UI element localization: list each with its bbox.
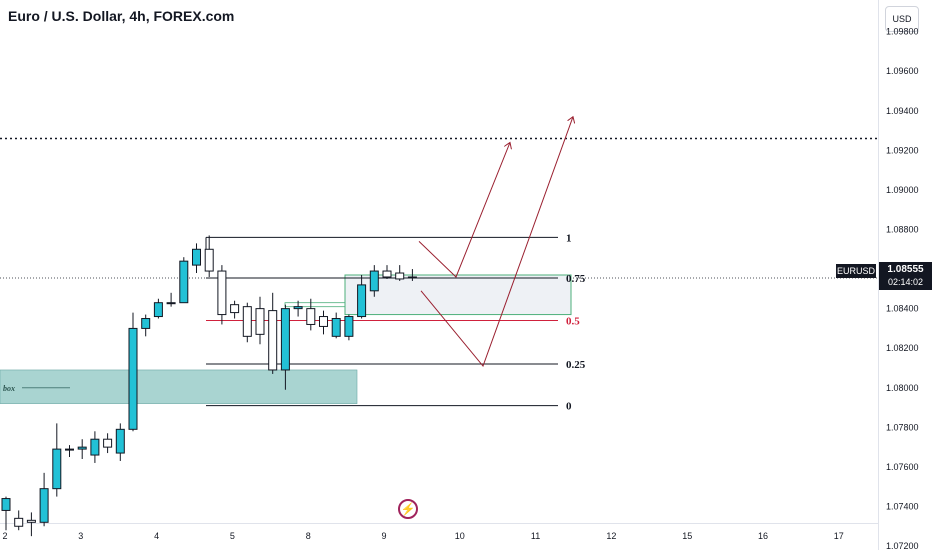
candle-body [280, 308, 290, 371]
lightning-bolt-icon[interactable]: ⚡ [398, 499, 418, 519]
candle-body [204, 248, 214, 272]
x-tick-label: 16 [758, 531, 768, 541]
candle-body [395, 272, 405, 280]
y-tick-label: 1.09600 [886, 66, 919, 76]
candle-body [103, 438, 113, 448]
candle-body [242, 306, 252, 337]
candle-body [293, 306, 303, 310]
y-tick-label: 1.07200 [886, 541, 919, 550]
bar-countdown: 02:14:02 [887, 277, 924, 287]
candle-body [192, 248, 201, 266]
x-tick-label: 3 [78, 531, 83, 541]
y-tick-label: 1.08400 [886, 304, 919, 314]
demand-zone-box[interactable] [344, 274, 572, 316]
fib-level-label: 0.5 [566, 316, 580, 328]
candle-body [344, 316, 354, 337]
y-tick-label: 1.08000 [886, 383, 919, 393]
currency-selector[interactable]: USD [885, 6, 919, 32]
y-tick-label: 1.07600 [886, 462, 919, 472]
chart-title: Euro / U.S. Dollar, 4h, FOREX.com [8, 8, 235, 24]
candle-body [357, 284, 367, 318]
zone-connector [284, 302, 346, 308]
candle-body [141, 318, 151, 329]
y-tick-label: 1.09000 [886, 185, 919, 195]
x-tick-label: 11 [531, 531, 540, 541]
candle-body [255, 308, 265, 335]
candle-body [306, 308, 316, 325]
candle-body [90, 438, 100, 456]
candle-body [331, 318, 341, 337]
y-tick-label: 1.08800 [886, 224, 919, 234]
current-price-value: 1.08555 [887, 264, 924, 275]
candle-body [230, 304, 240, 314]
y-tick-label: 1.09400 [886, 106, 919, 116]
x-tick-label: 17 [834, 531, 844, 541]
candle-body [14, 517, 24, 527]
candle-body [77, 446, 87, 450]
projection-arrow[interactable] [420, 117, 573, 368]
fib-level-label: 0.75 [566, 273, 586, 285]
candle-body [39, 488, 49, 523]
y-tick-label: 1.07800 [886, 422, 919, 432]
y-tick-label: 1.09200 [886, 145, 919, 155]
x-tick-label: 8 [306, 531, 311, 541]
candle-body [369, 270, 379, 292]
candle-body [319, 316, 328, 327]
support-zone-box[interactable] [0, 369, 358, 404]
symbol-tag: EURUSD [836, 264, 876, 278]
candle-body [382, 270, 392, 278]
candle-body [407, 276, 417, 279]
projection-arrow[interactable] [418, 142, 510, 278]
zone-label: box [3, 384, 15, 393]
x-tick-label: 9 [381, 531, 386, 541]
candle-body [1, 498, 11, 511]
x-tick-label: 2 [2, 531, 7, 541]
candle-body [115, 428, 125, 454]
candle-body [153, 302, 163, 318]
x-tick-label: 4 [154, 531, 159, 541]
y-tick-label: 1.08200 [886, 343, 919, 353]
candle-body [166, 302, 176, 305]
fib-level-label: 0.25 [566, 359, 586, 371]
candle-body [26, 519, 36, 523]
candle-body [217, 270, 227, 316]
candle-body [65, 448, 74, 451]
fib-level-label: 1 [566, 232, 572, 244]
candle-body [179, 260, 189, 304]
candle-body [52, 448, 62, 490]
fib-level-label: 0 [566, 401, 572, 413]
x-tick-label: 5 [230, 531, 235, 541]
x-tick-label: 10 [455, 531, 465, 541]
current-price-tag: 1.08555 02:14:02 [879, 262, 932, 290]
y-tick-label: 1.09800 [886, 27, 919, 37]
x-tick-label: 12 [606, 531, 616, 541]
price-axis-border [878, 0, 879, 550]
candle-body [128, 327, 138, 430]
time-axis-border [0, 523, 878, 524]
candle-body [268, 310, 278, 371]
y-tick-label: 1.07400 [886, 501, 919, 511]
x-tick-label: 15 [682, 531, 692, 541]
